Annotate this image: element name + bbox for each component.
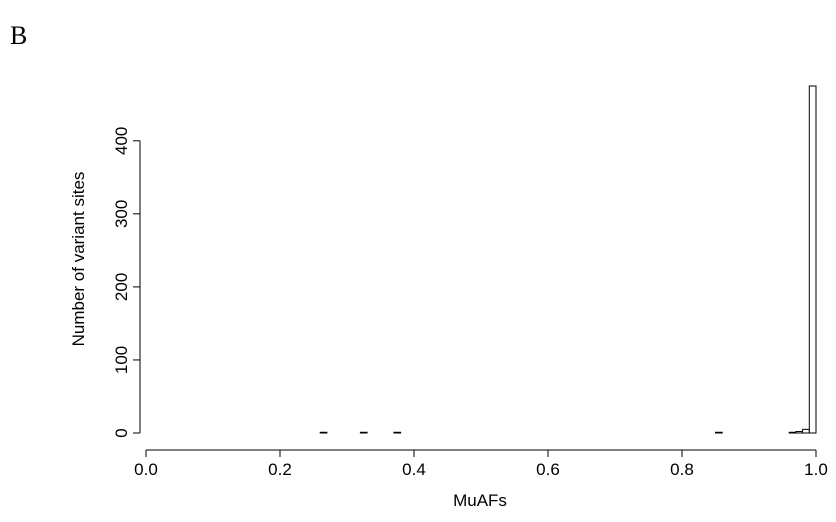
x-tick-label: 0.8 (670, 460, 694, 479)
bar (808, 85, 817, 434)
bar (788, 431, 797, 434)
bar (359, 431, 368, 434)
x-tick-label: 1.0 (804, 460, 828, 479)
bar (393, 431, 402, 434)
y-tick-label: 400 (112, 127, 131, 155)
y-axis-label: Number of variant sites (69, 172, 88, 347)
y-tick-label: 100 (112, 346, 131, 374)
x-tick-label: 0.4 (402, 460, 426, 479)
x-tick-label: 0.6 (536, 460, 560, 479)
x-tick-label: 0.0 (134, 460, 158, 479)
y-tick-label: 200 (112, 273, 131, 301)
x-tick-label: 0.2 (268, 460, 292, 479)
bar (802, 428, 810, 434)
bar (319, 431, 328, 434)
x-axis-label: MuAFs (453, 491, 507, 510)
panel-label: B (10, 21, 27, 50)
y-tick-label: 0 (112, 428, 131, 437)
bar (795, 431, 804, 434)
bar (715, 431, 723, 434)
y-tick-label: 300 (112, 200, 131, 228)
